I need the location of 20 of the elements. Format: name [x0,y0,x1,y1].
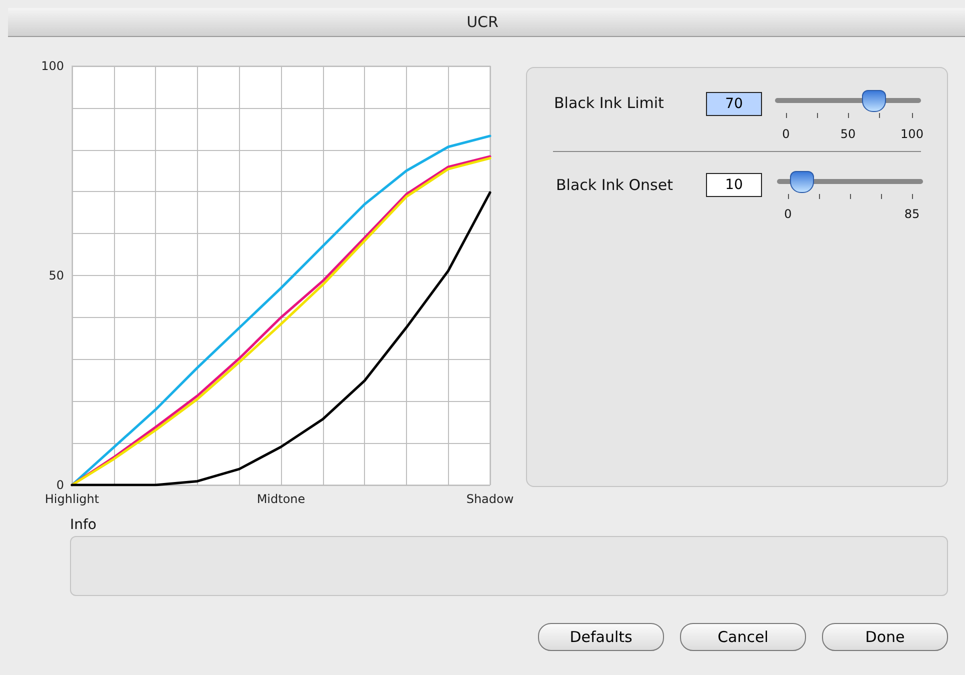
text: Defaults [538,623,664,651]
x-tick-label: Midtone [256,492,306,506]
text: Done [822,623,948,651]
text: Black Ink Limit [554,94,664,112]
text: 100 [900,127,924,141]
text: 0 [782,127,790,141]
text: Cancel [680,623,806,651]
x-tick-label: Highlight [44,492,100,506]
text: 70 [706,92,762,116]
text: Info [70,517,96,533]
text: 10 [706,173,762,197]
text: 50 [840,127,856,141]
text: Black Ink Onset [556,176,673,194]
x-tick-label: Shadow [466,492,514,506]
text: 85 [904,207,920,221]
y-tick-label: 0 [56,478,64,492]
y-tick-label: 100 [41,59,64,73]
y-tick-label: 50 [48,268,64,282]
chart-title: UCR [466,13,500,31]
text: 0 [784,207,792,221]
